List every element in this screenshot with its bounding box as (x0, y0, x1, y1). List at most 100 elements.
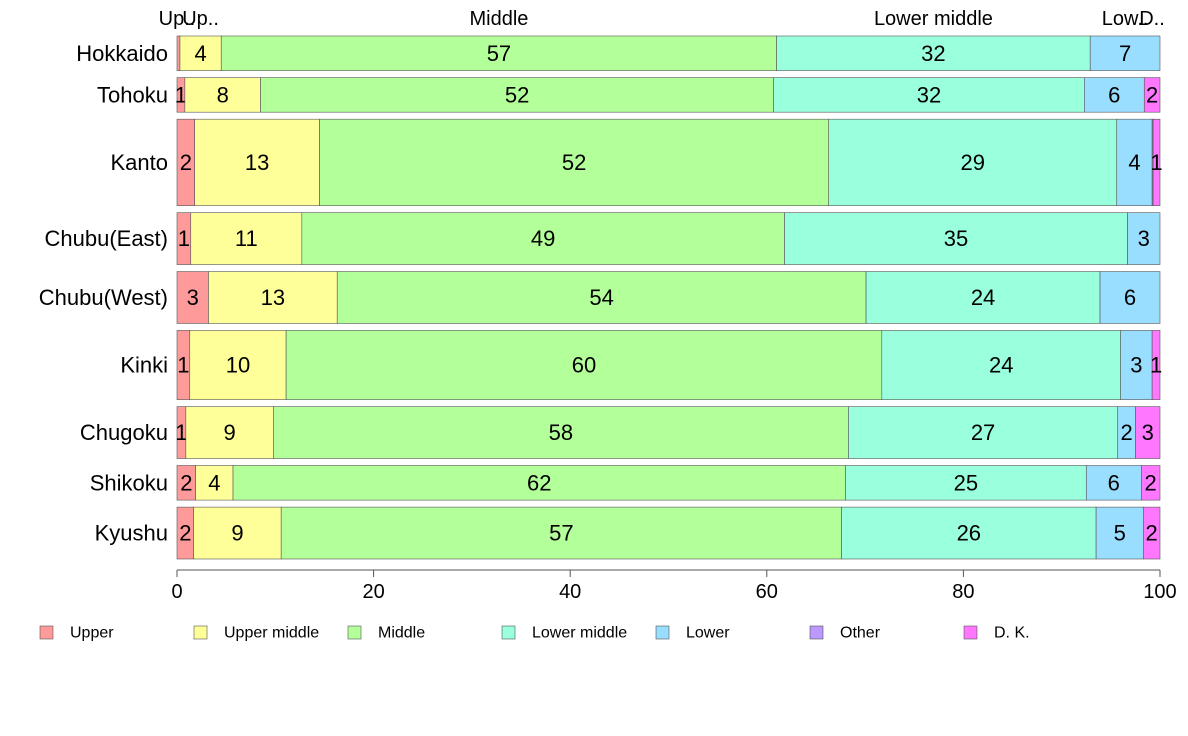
bar-segment (1116, 118, 1153, 206)
segment-value-label: 26 (957, 521, 981, 546)
segment-value-label: 49 (531, 226, 555, 251)
bar-segment (1143, 77, 1161, 113)
segment-value-label: 2 (180, 470, 192, 495)
segment-value-label: 9 (231, 521, 243, 546)
category-label: Tohoku (97, 82, 168, 107)
bar-segment (865, 271, 1101, 324)
bar-segment (773, 77, 1085, 113)
segment-value-label: 32 (917, 82, 941, 107)
category-label: Chugoku (80, 420, 168, 445)
legend-label: Upper (70, 625, 114, 642)
bar-row: 3 13 54 24 6 (176, 271, 1161, 324)
bar-row: 1 10 60 24 3 1 (176, 330, 1162, 400)
segment-value-label: 11 (235, 226, 258, 251)
legend-label: Upper middle (224, 625, 319, 642)
segment-value-label: 1 (1150, 150, 1162, 175)
segment-value-label: 4 (1128, 150, 1140, 175)
segment-value-label: 27 (971, 420, 995, 445)
segment-value-label: 1 (178, 226, 190, 251)
legend-label: Lower middle (532, 625, 627, 642)
category-label: Kanto (111, 150, 169, 175)
category-labels-group: Hokkaido Tohoku Kanto Chubu(East) Chubu(West… (39, 41, 168, 546)
bar-segment (301, 212, 785, 265)
x-tick-label: 60 (756, 581, 778, 603)
bar-segment (319, 118, 830, 206)
legend-label: Lower (686, 625, 730, 642)
bar-segment (179, 35, 222, 71)
bar-segment (176, 35, 181, 71)
category-label: Chubu(West) (39, 285, 168, 310)
bar-segment (185, 406, 274, 459)
legend-item: Lower (655, 625, 730, 642)
x-tick-label: 80 (952, 581, 974, 603)
segment-value-label: 2 (179, 521, 191, 546)
segment-value-label: 62 (527, 470, 551, 495)
bar-segment (190, 212, 303, 265)
segment-value-label: 1 (175, 82, 187, 107)
segment-value-label: 54 (589, 285, 613, 310)
legend-label: Other (840, 625, 881, 642)
top-segment-label: D.. (1139, 8, 1165, 30)
top-segment-label: Lower middle (874, 8, 993, 30)
bar-segment (208, 271, 338, 324)
x-tick-label: 100 (1143, 581, 1176, 603)
legend-swatch (347, 625, 362, 640)
top-labels-group: Up..Up.. Middle Lower middle Low..D.. (159, 8, 1165, 30)
bar-segment (1127, 212, 1161, 265)
bar-row: 4 57 32 7 (176, 35, 1161, 71)
segment-value-label: 6 (1108, 82, 1120, 107)
bar-segment (1085, 465, 1142, 501)
segment-value-label: 6 (1108, 470, 1120, 495)
legend-item: D. K. (963, 625, 1030, 642)
bar-segment (1141, 465, 1161, 501)
category-label: Shikoku (90, 470, 168, 495)
segment-value-label: 10 (226, 353, 250, 378)
bar-row: 2 9 57 26 5 2 (176, 506, 1161, 560)
bar-segment (285, 330, 883, 400)
legend-label: D. K. (994, 625, 1030, 642)
category-label: Chubu(East) (44, 226, 168, 251)
legend-item: Middle (347, 625, 425, 642)
bar-segment (828, 118, 1118, 206)
category-label: Kyushu (95, 521, 168, 546)
segment-value-label: 2 (1120, 420, 1132, 445)
bar-segment (194, 118, 320, 206)
top-segment-label: Middle (469, 8, 528, 30)
segment-value-label: 24 (989, 353, 1013, 378)
legend: Upper Upper middle Middle Lower middle Lower… (39, 625, 1030, 642)
segment-value-label: 24 (971, 285, 995, 310)
legend-swatch (193, 625, 208, 640)
segment-value-label: 32 (921, 41, 945, 66)
segment-value-label: 60 (572, 353, 596, 378)
legend-item: Upper middle (193, 625, 319, 642)
segment-value-label: 35 (944, 226, 968, 251)
segment-value-label: 3 (1130, 353, 1142, 378)
bar-segment (189, 330, 287, 400)
legend-item: Upper (39, 625, 114, 642)
segment-value-label: 9 (223, 420, 235, 445)
bar-segment (1151, 330, 1161, 400)
bar-segment (1152, 118, 1161, 206)
segment-value-label: 52 (562, 150, 586, 175)
bar-segment (184, 77, 261, 113)
bar-segment (220, 35, 777, 71)
category-label: Kinki (120, 353, 168, 378)
bar-segment (1135, 406, 1161, 459)
bar-segment (845, 465, 1087, 501)
category-label: Hokkaido (76, 41, 168, 66)
x-tick-label: 0 (171, 581, 182, 603)
bar-segment (784, 212, 1128, 265)
legend-swatch (809, 625, 824, 640)
bar-segment (195, 465, 234, 501)
segment-value-label: 3 (187, 285, 199, 310)
segment-value-label: 7 (1119, 41, 1131, 66)
segment-value-label: 8 (217, 82, 229, 107)
bar-row: 2 4 62 25 6 2 (176, 465, 1161, 501)
segment-value-label: 2 (1145, 470, 1157, 495)
top-segment-label: Up.. (159, 8, 196, 30)
segment-value-label: 25 (954, 470, 978, 495)
bar-segment (176, 271, 209, 324)
segment-value-label: 6 (1124, 285, 1136, 310)
segment-value-label: 2 (180, 150, 192, 175)
